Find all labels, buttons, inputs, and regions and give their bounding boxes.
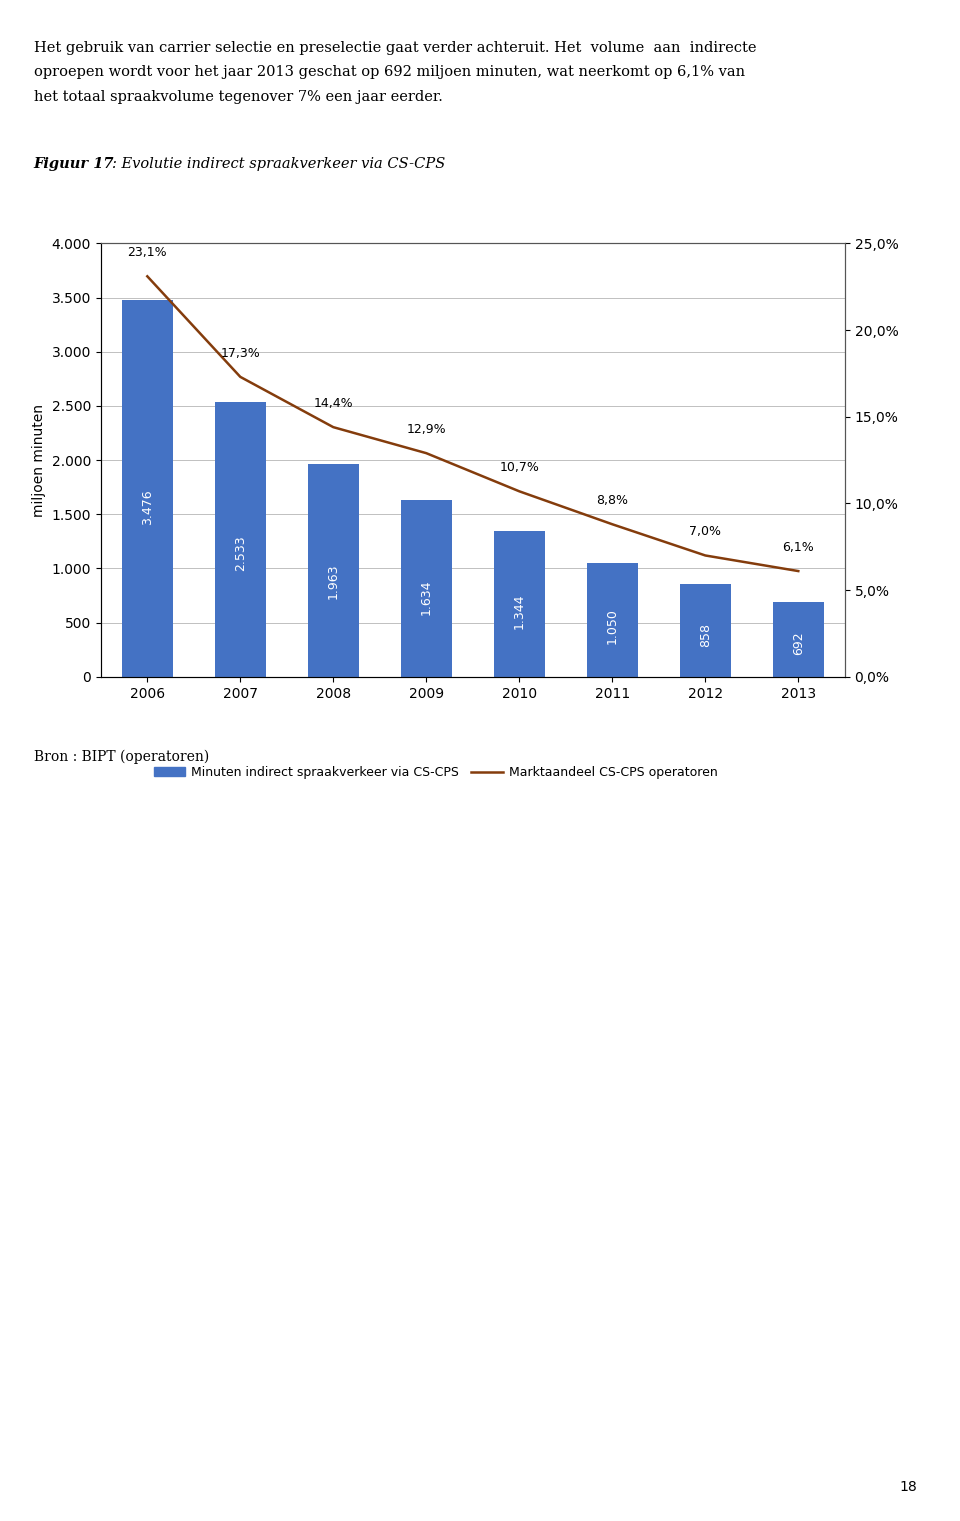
Text: 14,4%: 14,4%: [314, 397, 353, 409]
Text: 1.963: 1.963: [326, 563, 340, 599]
Bar: [680, 584, 731, 677]
Bar: [773, 602, 824, 677]
Text: 17,3%: 17,3%: [221, 347, 260, 359]
Text: 10,7%: 10,7%: [499, 461, 540, 475]
Y-axis label: miljoen minuten: miljoen minuten: [32, 403, 46, 517]
Text: 858: 858: [699, 624, 711, 646]
Bar: [587, 563, 637, 677]
Bar: [493, 531, 545, 677]
Text: Het gebruik van carrier selectie en preselectie gaat verder achteruit. Het  volu: Het gebruik van carrier selectie en pres…: [34, 41, 756, 55]
Text: Figuur 17: Figuur 17: [34, 157, 114, 170]
Text: 12,9%: 12,9%: [406, 423, 446, 437]
Text: 7,0%: 7,0%: [689, 525, 721, 538]
Text: 2.533: 2.533: [234, 535, 247, 570]
Text: 692: 692: [792, 631, 804, 656]
Bar: [215, 403, 266, 677]
Text: 1.344: 1.344: [513, 593, 526, 630]
Text: 8,8%: 8,8%: [596, 494, 628, 506]
Text: oproepen wordt voor het jaar 2013 geschat op 692 miljoen minuten, wat neerkomt o: oproepen wordt voor het jaar 2013 gescha…: [34, 65, 745, 79]
Bar: [308, 464, 359, 677]
Text: : Evolutie indirect spraakverkeer via CS-CPS: : Evolutie indirect spraakverkeer via CS…: [112, 157, 445, 170]
Text: 3.476: 3.476: [141, 490, 154, 525]
Text: Bron : BIPT (operatoren): Bron : BIPT (operatoren): [34, 750, 209, 764]
Text: 1.050: 1.050: [606, 608, 619, 643]
Text: 23,1%: 23,1%: [128, 246, 167, 259]
Text: 6,1%: 6,1%: [782, 541, 814, 554]
Text: 18: 18: [900, 1480, 917, 1494]
Bar: [400, 500, 452, 677]
Legend: Minuten indirect spraakverkeer via CS-CPS, Marktaandeel CS-CPS operatoren: Minuten indirect spraakverkeer via CS-CP…: [149, 760, 723, 785]
Text: het totaal spraakvolume tegenover 7% een jaar eerder.: het totaal spraakvolume tegenover 7% een…: [34, 90, 443, 103]
Text: 1.634: 1.634: [420, 580, 433, 614]
Bar: [122, 300, 173, 677]
